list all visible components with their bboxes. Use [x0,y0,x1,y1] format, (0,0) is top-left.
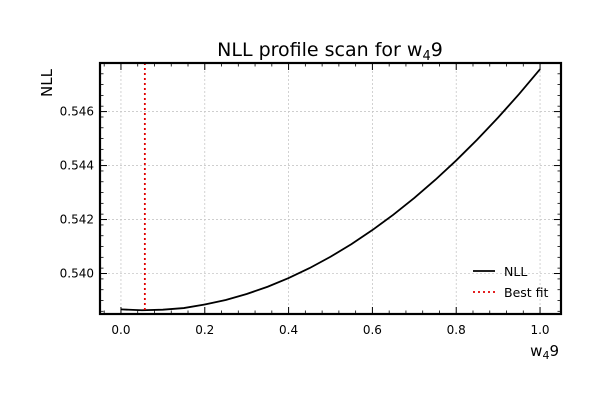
legend-bestfit-label: Best fit [504,285,549,300]
x-tick-label: 0.0 [111,323,130,337]
nll-curve [120,68,541,312]
x-axis-label-subscript: 4 [542,349,549,362]
x-tick-label: 0.4 [279,323,298,337]
axes-frame [98,61,563,316]
legend: NLL Best fit [473,264,549,300]
chart-title: NLL profile scan for w49 [217,39,443,64]
x-tick-label: 0.8 [447,323,466,337]
y-tick-label: 0.544 [60,159,94,173]
legend-nll-label: NLL [504,264,527,279]
plot-area [120,63,541,314]
x-tick-label: 1.0 [530,323,549,337]
x-tick-label: 0.6 [363,323,382,337]
y-tick-label: 0.540 [60,267,94,281]
x-axis-label-suffix: 9 [549,342,559,360]
y-axis-label: NLL [38,68,56,97]
x-tick-label: 0.2 [195,323,214,337]
y-tick-label: 0.546 [60,105,94,119]
ticks: 0.0 0.2 0.4 0.6 0.8 1.0 0.540 0.542 0.544 0.546 [60,62,561,337]
x-axis-label: w49 [530,342,559,362]
grid [100,63,561,314]
y-tick-label: 0.542 [60,213,94,227]
chart-title-subscript: 4 [422,49,430,64]
chart-title-suffix: 9 [431,39,443,61]
